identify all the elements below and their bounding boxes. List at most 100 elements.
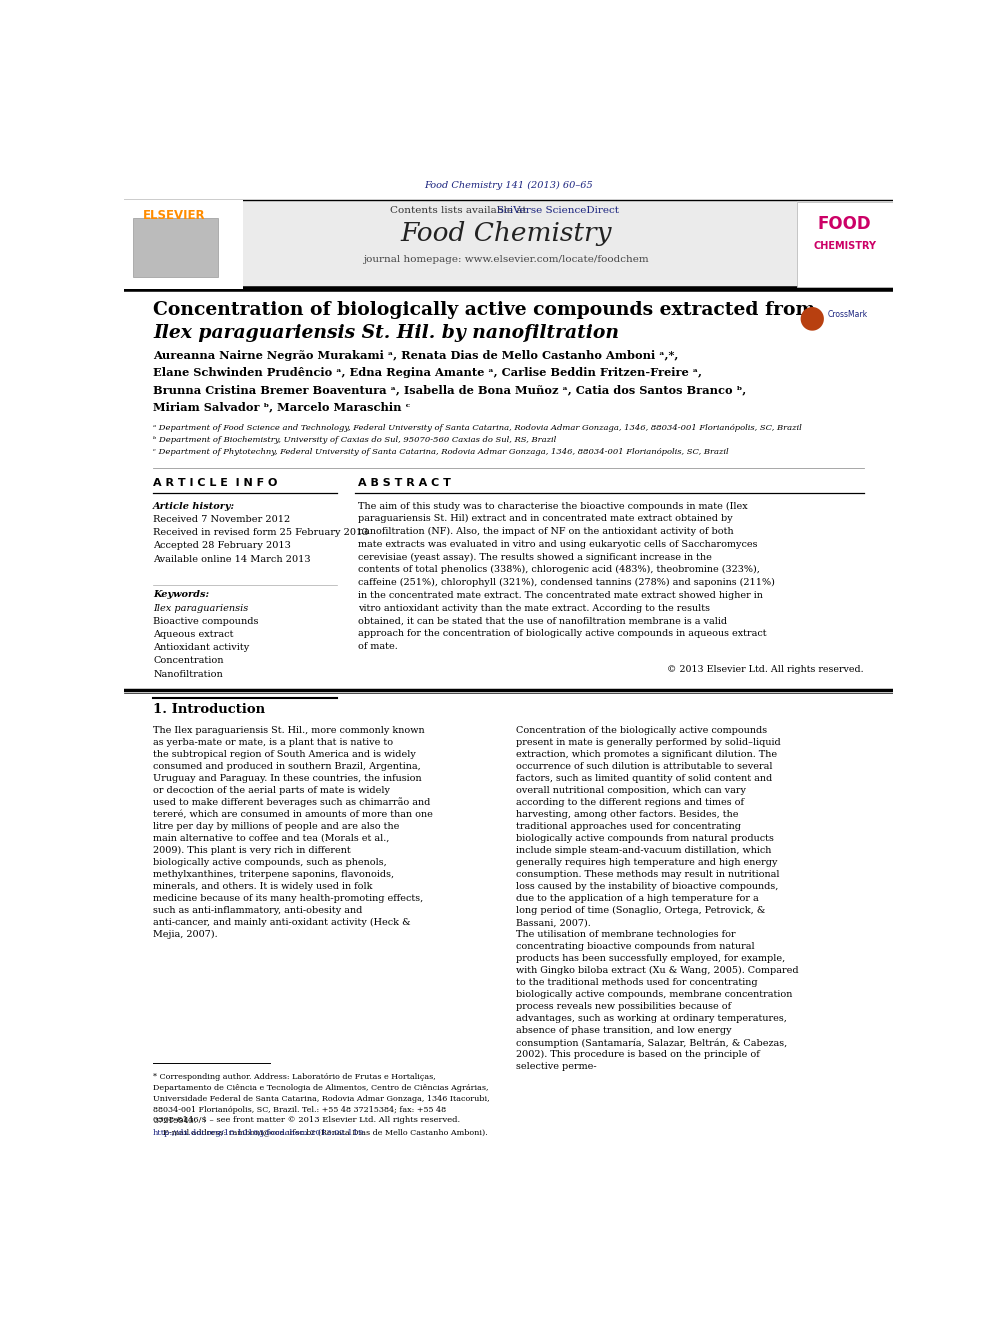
Text: present in mate is generally performed by solid–liquid: present in mate is generally performed b…	[516, 738, 781, 746]
Text: nanofiltration (NF). Also, the impact of NF on the antioxidant activity of both: nanofiltration (NF). Also, the impact of…	[358, 527, 734, 536]
Text: © 2013 Elsevier Ltd. All rights reserved.: © 2013 Elsevier Ltd. All rights reserved…	[667, 664, 864, 673]
Text: The utilisation of membrane technologies for: The utilisation of membrane technologies…	[516, 930, 736, 939]
Text: A B S T R A C T: A B S T R A C T	[358, 478, 451, 488]
Text: caffeine (251%), chlorophyll (321%), condensed tannins (278%) and saponins (211%: caffeine (251%), chlorophyll (321%), con…	[358, 578, 776, 587]
Text: 37219943.: 37219943.	[153, 1118, 196, 1126]
Text: biologically active compounds, membrane concentration: biologically active compounds, membrane …	[516, 990, 793, 999]
Text: selective perme-: selective perme-	[516, 1062, 597, 1072]
Text: process reveals new possibilities because of: process reveals new possibilities becaus…	[516, 1003, 731, 1011]
Text: Bioactive compounds: Bioactive compounds	[153, 617, 259, 626]
Text: generally requires high temperature and high energy: generally requires high temperature and …	[516, 859, 778, 867]
Text: contents of total phenolics (338%), chlorogenic acid (483%), theobromine (323%),: contents of total phenolics (338%), chlo…	[358, 565, 760, 574]
Text: extraction, which promotes a significant dilution. The: extraction, which promotes a significant…	[516, 750, 777, 759]
Text: due to the application of a high temperature for a: due to the application of a high tempera…	[516, 894, 759, 904]
Text: biologically active compounds from natural products: biologically active compounds from natur…	[516, 833, 774, 843]
Text: Ilex paraguariensis: Ilex paraguariensis	[153, 603, 248, 613]
Text: 0308-8146/$ – see front matter © 2013 Elsevier Ltd. All rights reserved.: 0308-8146/$ – see front matter © 2013 El…	[153, 1117, 460, 1125]
Text: Brunna Cristina Bremer Boaventura ᵃ, Isabella de Bona Muñoz ᵃ, Catia dos Santos : Brunna Cristina Bremer Boaventura ᵃ, Isa…	[153, 385, 746, 396]
Text: Uruguay and Paraguay. In these countries, the infusion: Uruguay and Paraguay. In these countries…	[153, 774, 422, 783]
Bar	[797, 201, 893, 287]
Text: Miriam Salvador ᵇ, Marcelo Maraschin ᶜ: Miriam Salvador ᵇ, Marcelo Maraschin ᶜ	[153, 402, 411, 413]
Text: ●: ●	[799, 303, 825, 332]
Text: journal homepage: www.elsevier.com/locate/foodchem: journal homepage: www.elsevier.com/locat…	[363, 255, 649, 265]
Text: traditional approaches used for concentrating: traditional approaches used for concentr…	[516, 822, 741, 831]
Text: CrossMark: CrossMark	[827, 310, 868, 319]
Text: according to the different regions and times of: according to the different regions and t…	[516, 798, 744, 807]
Bar	[124, 200, 243, 290]
Text: Keywords:: Keywords:	[153, 590, 209, 599]
Text: Concentration: Concentration	[153, 656, 224, 665]
Bar	[243, 200, 797, 290]
Text: 2009). This plant is very rich in different: 2009). This plant is very rich in differ…	[153, 845, 351, 855]
Text: Food Chemistry: Food Chemistry	[401, 221, 612, 246]
Text: Aqueous extract: Aqueous extract	[153, 630, 234, 639]
Text: 1. Introduction: 1. Introduction	[153, 704, 265, 716]
Text: SciVerse ScienceDirect: SciVerse ScienceDirect	[497, 206, 619, 216]
Text: to the traditional methods used for concentrating: to the traditional methods used for conc…	[516, 978, 758, 987]
Text: such as anti-inflammatory, anti-obesity and: such as anti-inflammatory, anti-obesity …	[153, 906, 363, 916]
Text: as yerba-mate or mate, is a plant that is native to: as yerba-mate or mate, is a plant that i…	[153, 738, 394, 746]
Text: of mate.: of mate.	[358, 642, 398, 651]
Text: the subtropical region of South America and is widely: the subtropical region of South America …	[153, 750, 416, 759]
Text: biologically active compounds, such as phenols,: biologically active compounds, such as p…	[153, 859, 387, 867]
Text: long period of time (Sonaglio, Ortega, Petrovick, &: long period of time (Sonaglio, Ortega, P…	[516, 906, 766, 916]
Text: in the concentrated mate extract. The concentrated mate extract showed higher in: in the concentrated mate extract. The co…	[358, 591, 764, 599]
Text: Concentration of the biologically active compounds: Concentration of the biologically active…	[516, 726, 767, 734]
Text: factors, such as limited quantity of solid content and: factors, such as limited quantity of sol…	[516, 774, 773, 783]
Text: Mejia, 2007).: Mejia, 2007).	[153, 930, 218, 939]
Text: ᵃ Department of Food Science and Technology, Federal University of Santa Catarin: ᵃ Department of Food Science and Technol…	[153, 423, 802, 431]
Text: anti-cancer, and mainly anti-oxidant activity (Heck &: anti-cancer, and mainly anti-oxidant act…	[153, 918, 411, 927]
Text: ELSEVIER: ELSEVIER	[143, 209, 205, 222]
Text: medicine because of its many health-promoting effects,: medicine because of its many health-prom…	[153, 894, 424, 904]
Text: The aim of this study was to characterise the bioactive compounds in mate (Ilex: The aim of this study was to characteris…	[358, 501, 748, 511]
Text: litre per day by millions of people and are also the: litre per day by millions of people and …	[153, 822, 400, 831]
Text: absence of phase transition, and low energy: absence of phase transition, and low ene…	[516, 1027, 732, 1036]
Text: CHEMISTRY: CHEMISTRY	[813, 241, 876, 251]
Text: A R T I C L E  I N F O: A R T I C L E I N F O	[153, 478, 278, 488]
Text: main alternative to coffee and tea (Morals et al.,: main alternative to coffee and tea (Mora…	[153, 833, 390, 843]
Text: vitro antioxidant activity than the mate extract. According to the results: vitro antioxidant activity than the mate…	[358, 603, 710, 613]
Text: Aureanna Nairne Negrão Murakami ᵃ, Renata Dias de Mello Castanho Amboni ᵃ,*,: Aureanna Nairne Negrão Murakami ᵃ, Renat…	[153, 349, 679, 361]
Text: Nanofiltration: Nanofiltration	[153, 669, 223, 679]
Text: loss caused by the instability of bioactive compounds,: loss caused by the instability of bioact…	[516, 882, 779, 890]
Text: paraguariensis St. Hil) extract and in concentrated mate extract obtained by: paraguariensis St. Hil) extract and in c…	[358, 515, 733, 524]
Text: include simple steam-and-vacuum distillation, which: include simple steam-and-vacuum distilla…	[516, 845, 772, 855]
Text: with Gingko biloba extract (Xu & Wang, 2005). Compared: with Gingko biloba extract (Xu & Wang, 2…	[516, 966, 799, 975]
Text: concentrating bioactive compounds from natural: concentrating bioactive compounds from n…	[516, 942, 755, 951]
Text: ᶜ Department of Phytotechny, Federal University of Santa Catarina, Rodovia Admar: ᶜ Department of Phytotechny, Federal Uni…	[153, 448, 729, 456]
Text: Available online 14 March 2013: Available online 14 March 2013	[153, 554, 310, 564]
Text: cerevisiae (yeast assay). The results showed a significant increase in the: cerevisiae (yeast assay). The results sh…	[358, 553, 712, 562]
Text: Universidade Federal de Santa Catarina, Rodovia Admar Gonzaga, 1346 Itacorubi,: Universidade Federal de Santa Catarina, …	[153, 1095, 490, 1103]
Text: methylxanthines, triterpene saponins, flavonoids,: methylxanthines, triterpene saponins, fl…	[153, 871, 395, 878]
Text: products has been successfully employed, for example,: products has been successfully employed,…	[516, 954, 786, 963]
Text: Ilex paraguariensis St. Hil. by nanofiltration: Ilex paraguariensis St. Hil. by nanofilt…	[153, 324, 619, 341]
Text: occurrence of such dilution is attributable to several: occurrence of such dilution is attributa…	[516, 762, 773, 771]
Text: Article history:: Article history:	[153, 501, 235, 511]
Text: Bassani, 2007).: Bassani, 2007).	[516, 918, 591, 927]
Text: overall nutritional composition, which can vary: overall nutritional composition, which c…	[516, 786, 746, 795]
Text: Departamento de Ciência e Tecnologia de Alimentos, Centro de Ciências Agrárias,: Departamento de Ciência e Tecnologia de …	[153, 1084, 489, 1091]
Text: ᵇ Department of Biochemistry, University of Caxias do Sul, 95070-560 Caxias do S: ᵇ Department of Biochemistry, University…	[153, 435, 557, 445]
Text: minerals, and others. It is widely used in folk: minerals, and others. It is widely used …	[153, 882, 373, 890]
Text: Contents lists available at: Contents lists available at	[390, 206, 527, 216]
Text: E-mail address: ramboni@cca.ufsc.br (Renata Dias de Mello Castanho Amboni).: E-mail address: ramboni@cca.ufsc.br (Ren…	[153, 1129, 488, 1136]
Text: Food Chemistry 141 (2013) 60–65: Food Chemistry 141 (2013) 60–65	[424, 181, 593, 189]
Text: consumed and produced in southern Brazil, Argentina,: consumed and produced in southern Brazil…	[153, 762, 421, 771]
Text: Accepted 28 February 2013: Accepted 28 February 2013	[153, 541, 291, 550]
Text: Concentration of biologically active compounds extracted from: Concentration of biologically active com…	[153, 300, 815, 319]
Text: 2002). This procedure is based on the principle of: 2002). This procedure is based on the pr…	[516, 1050, 760, 1060]
Text: used to make different beverages such as chimarrão and: used to make different beverages such as…	[153, 798, 431, 807]
Text: http://dx.doi.org/10.1016/j.foodchem.2013.02.119: http://dx.doi.org/10.1016/j.foodchem.201…	[153, 1129, 365, 1136]
Text: Received 7 November 2012: Received 7 November 2012	[153, 515, 291, 524]
Text: 88034-001 Florianópolis, SC, Brazil. Tel.: +55 48 37215384; fax: +55 48: 88034-001 Florianópolis, SC, Brazil. Tel…	[153, 1106, 446, 1114]
Text: Antioxidant activity: Antioxidant activity	[153, 643, 249, 652]
Text: harvesting, among other factors. Besides, the: harvesting, among other factors. Besides…	[516, 810, 739, 819]
Text: FOOD: FOOD	[818, 214, 872, 233]
Text: or decoction of the aerial parts of mate is widely: or decoction of the aerial parts of mate…	[153, 786, 390, 795]
Bar	[133, 218, 218, 277]
Text: mate extracts was evaluated in vitro and using eukaryotic cells of Saccharomyces: mate extracts was evaluated in vitro and…	[358, 540, 758, 549]
Text: approach for the concentration of biologically active compounds in aqueous extra: approach for the concentration of biolog…	[358, 628, 767, 638]
Text: obtained, it can be stated that the use of nanofiltration membrane is a valid: obtained, it can be stated that the use …	[358, 617, 727, 626]
Text: tereré, which are consumed in amounts of more than one: tereré, which are consumed in amounts of…	[153, 810, 434, 819]
Text: Elane Schwinden Prudêncio ᵃ, Edna Regina Amante ᵃ, Carlise Beddin Fritzen-Freire: Elane Schwinden Prudêncio ᵃ, Edna Regina…	[153, 368, 702, 378]
